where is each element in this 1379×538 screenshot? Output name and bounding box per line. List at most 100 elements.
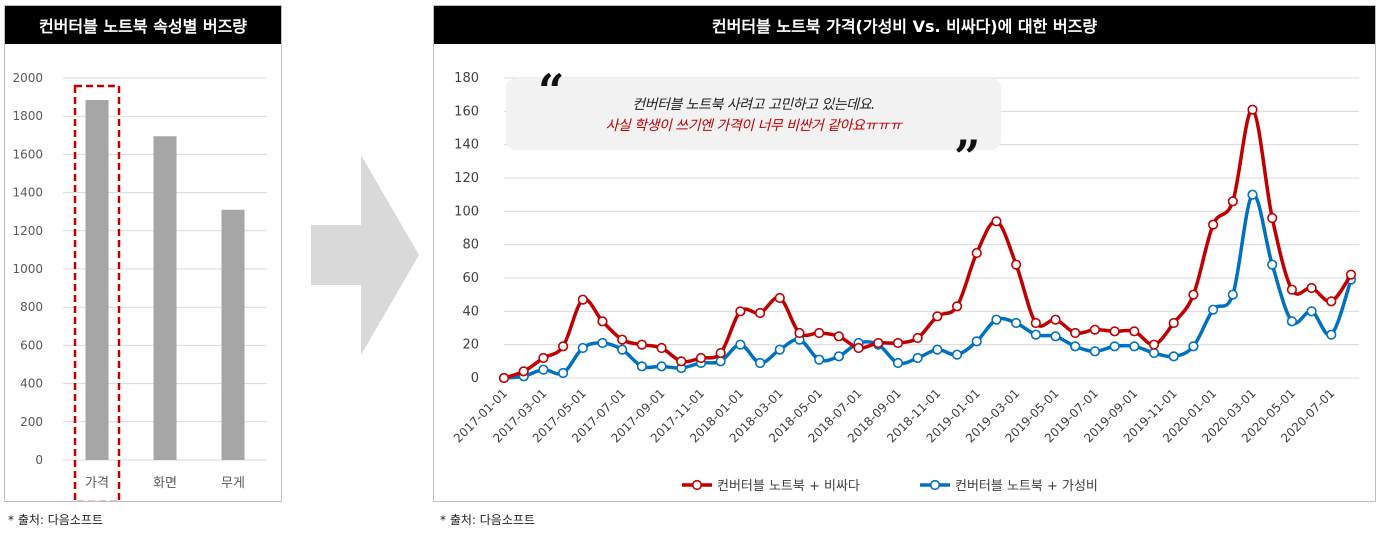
series-1-point xyxy=(597,316,608,327)
line-y-tick-label: 140 xyxy=(454,138,479,153)
series-1-point xyxy=(715,347,726,359)
series-1-point xyxy=(1089,324,1101,335)
series-1-point xyxy=(735,306,746,317)
bar-y-tick-label: 1000 xyxy=(12,262,43,276)
series-2-point xyxy=(1148,347,1160,359)
series-1-point xyxy=(1326,296,1337,307)
bar-y-tick-label: 200 xyxy=(20,415,43,429)
series-2-point xyxy=(1011,317,1022,329)
legend-label-2: 컨버터블 노트북 + 가성비 xyxy=(955,479,1098,494)
left-panel-title: 컨버터블 노트북 속성별 버즈량 xyxy=(5,6,281,44)
series-2-point xyxy=(1326,329,1337,340)
series-2-point xyxy=(538,364,549,375)
left-source-note: * 출처: 다음소프트 xyxy=(8,513,103,527)
line-chart: 0204060801001201401601802017-01-012017-0… xyxy=(451,71,1359,494)
line-y-tick-label: 20 xyxy=(462,338,479,353)
series-2-point xyxy=(774,344,785,355)
bar-y-tick-label: 0 xyxy=(35,453,43,467)
series-2-point xyxy=(1089,346,1101,357)
series-1-point xyxy=(1109,326,1120,337)
line-y-tick-label: 100 xyxy=(454,204,479,219)
series-1-point xyxy=(892,337,904,349)
series-1-point xyxy=(577,294,588,305)
bar-y-tick-label: 2000 xyxy=(12,71,43,85)
series-2-point xyxy=(617,344,628,355)
series-2-point xyxy=(912,352,923,364)
bar-y-tick-label: 400 xyxy=(20,377,43,391)
series-1-point xyxy=(676,356,687,367)
bar-2 xyxy=(153,136,177,460)
series-2-point xyxy=(1109,341,1120,352)
series-1-point xyxy=(518,366,529,377)
line-y-tick-label: 60 xyxy=(462,271,479,286)
series-1-point xyxy=(1011,259,1022,270)
bar-y-tick-label: 800 xyxy=(20,300,43,314)
series-1-point xyxy=(656,342,667,354)
left-chart-panel: 컨버터블 노트북 속성별 버즈량 0 200 400 600 800 1000 1200 14… xyxy=(4,5,282,502)
series-1-point xyxy=(1030,317,1041,329)
series-2-point xyxy=(577,342,588,354)
series-line-2 xyxy=(503,192,1353,380)
bar-chart: 0 200 400 600 800 1000 1200 1400 1600 1800 2000 가격 화… xyxy=(12,71,267,501)
bar-x-tick-label: 화면 xyxy=(153,476,177,491)
quote-close-mark: ” xyxy=(954,130,981,184)
series-2-point xyxy=(951,349,963,360)
series-1-point xyxy=(853,342,864,354)
line-y-tick-label: 180 xyxy=(454,71,479,86)
series-1-point xyxy=(1306,282,1317,294)
series-1-point xyxy=(557,341,569,352)
quote-open-mark: “ xyxy=(538,64,565,118)
series-1-point xyxy=(951,301,963,312)
series-2-point xyxy=(1267,259,1278,270)
series-1-point xyxy=(794,327,805,339)
series-2-point xyxy=(735,339,746,350)
bar-y-tick-label: 1600 xyxy=(12,147,43,161)
highlight-dashed-box xyxy=(73,84,121,501)
series-2-point xyxy=(1129,341,1140,352)
bar-y-tick-label: 1400 xyxy=(12,186,43,200)
series-2-point xyxy=(1188,341,1199,352)
series-2-point xyxy=(833,351,844,362)
quote-line-2: 사실 학생이 쓰기엔 가격이 너무 비싼거 같아요ㅠㅠㅠ xyxy=(605,118,902,134)
series-1-point xyxy=(833,331,844,342)
bar-y-tick-label: 1200 xyxy=(12,224,43,238)
series-1-point xyxy=(1050,314,1061,325)
right-source-note: * 출처: 다음소프트 xyxy=(440,513,535,527)
series-1-point xyxy=(1267,212,1278,224)
series-1-point xyxy=(1168,317,1179,329)
quote-box xyxy=(506,78,1001,150)
series-2-point xyxy=(892,357,904,369)
series-1-point xyxy=(814,327,825,339)
series-1-point xyxy=(1129,326,1140,337)
series-2-point xyxy=(1247,189,1258,200)
series-1-point xyxy=(1148,339,1160,350)
series-2-point xyxy=(971,336,982,347)
series-1-point xyxy=(754,307,766,319)
series-1-point xyxy=(538,352,549,364)
right-panel-title: 컨버터블 노트북 가격(가성비 Vs. 비싸다)에 대한 버즈량 xyxy=(434,6,1375,44)
series-1-point xyxy=(1247,104,1258,115)
series-2-point xyxy=(1070,341,1081,352)
right-chart-panel: 컨버터블 노트북 가격(가성비 Vs. 비싸다)에 대한 버즈량 0 20 40 60… xyxy=(433,5,1376,502)
series-2-point xyxy=(1208,304,1219,315)
series-2-point xyxy=(1168,351,1179,362)
bar-3 xyxy=(221,209,245,460)
legend-label-1: 컨버터블 노트북 + 비싸다 xyxy=(717,479,860,494)
series-2-point xyxy=(991,314,1002,325)
bar-y-tick-label: 600 xyxy=(20,338,43,352)
quote-line-1: 컨버터블 노트북 사려고 고민하고 있는데요. xyxy=(632,97,875,113)
series-1-point xyxy=(636,339,647,350)
series-1-point xyxy=(1070,327,1081,339)
line-y-tick-label: 40 xyxy=(462,304,479,319)
series-1-point xyxy=(1208,219,1219,230)
bar-x-tick-label: 무게 xyxy=(221,476,245,491)
series-1-point xyxy=(873,337,884,349)
series-2-point xyxy=(636,361,647,372)
series-1-point xyxy=(617,334,628,345)
series-2-point xyxy=(932,344,943,355)
series-2-point xyxy=(597,337,608,349)
series-2-point xyxy=(715,356,726,367)
series-1-point xyxy=(1345,269,1357,280)
bar-1 xyxy=(85,99,109,460)
line-y-tick-label: 0 xyxy=(471,371,479,386)
